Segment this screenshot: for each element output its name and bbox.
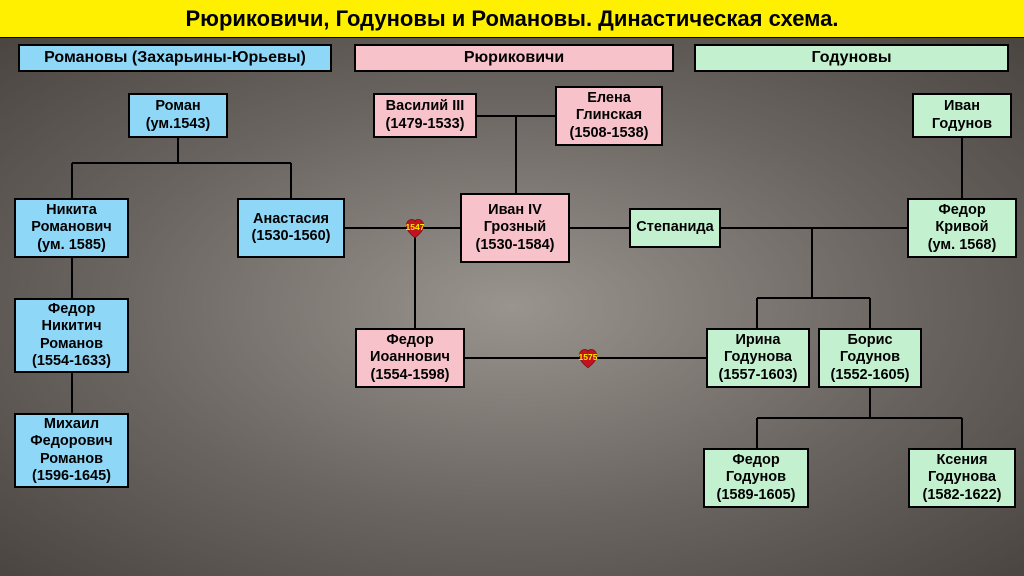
node-roman: Роман(ум.1543) (128, 93, 228, 138)
node-ksenia: КсенияГодунова(1582-1622) (908, 448, 1016, 508)
node-fedor-ioannovich: ФедорИоаннович(1554-1598) (355, 328, 465, 388)
header-godunov-label: Годуновы (811, 49, 891, 67)
node-elena-label: ЕленаГлинская(1508-1538) (570, 90, 649, 141)
node-boris: БорисГодунов(1552-1605) (818, 328, 922, 388)
header-romanov-label: Романовы (Захарьины-Юрьевы) (44, 49, 306, 67)
node-nikita: НикитаРоманович(ум. 1585) (14, 198, 129, 258)
heart-1575-label: 1575 (579, 352, 598, 362)
header-rurik: Рюриковичи (354, 44, 674, 72)
node-fedor-godunov: ФедорГодунов(1589-1605) (703, 448, 809, 508)
node-roman-label: Роман(ум.1543) (146, 98, 211, 132)
header-romanov: Романовы (Захарьины-Юрьевы) (18, 44, 332, 72)
header-godunov: Годуновы (694, 44, 1009, 72)
node-nikita-label: НикитаРоманович(ум. 1585) (31, 202, 111, 253)
node-ivan4: Иван IVГрозный(1530-1584) (460, 193, 570, 263)
node-mikhail-label: МихаилФедоровичРоманов(1596-1645) (30, 416, 112, 484)
node-anastasia: Анастасия(1530-1560) (237, 198, 345, 258)
node-anastasia-label: Анастасия(1530-1560) (252, 211, 331, 245)
node-fedor-godunov-label: ФедорГодунов(1589-1605) (717, 452, 796, 503)
node-vasily3: Василий III(1479-1533) (373, 93, 477, 138)
node-vasily3-label: Василий III(1479-1533) (386, 98, 465, 132)
node-fedor-nikitich: ФедорНикитичРоманов(1554-1633) (14, 298, 129, 373)
node-ksenia-label: КсенияГодунова(1582-1622) (923, 452, 1002, 503)
node-fedor-nikitich-label: ФедорНикитичРоманов(1554-1633) (32, 301, 111, 369)
node-fedor-krivoy: ФедорКривой(ум. 1568) (907, 198, 1017, 258)
node-stepanida-label: Степанида (636, 219, 713, 236)
node-irina-label: ИринаГодунова(1557-1603) (719, 332, 798, 383)
node-ivan-godunov: ИванГодунов (912, 93, 1012, 138)
node-fedor-krivoy-label: ФедорКривой(ум. 1568) (928, 202, 997, 253)
node-mikhail: МихаилФедоровичРоманов(1596-1645) (14, 413, 129, 488)
node-boris-label: БорисГодунов(1552-1605) (831, 332, 910, 383)
node-ivan4-label: Иван IVГрозный(1530-1584) (476, 202, 555, 253)
node-elena: ЕленаГлинская(1508-1538) (555, 86, 663, 146)
heart-1547-label: 1547 (406, 222, 425, 232)
heart-1575: 1575 (575, 345, 601, 371)
node-ivan-godunov-label: ИванГодунов (932, 98, 992, 132)
title-bar: Рюриковичи, Годуновы и Романовы. Династи… (0, 0, 1024, 38)
page-title: Рюриковичи, Годуновы и Романовы. Династи… (185, 6, 838, 32)
heart-1547: 1547 (402, 215, 428, 241)
node-irina: ИринаГодунова(1557-1603) (706, 328, 810, 388)
header-rurik-label: Рюриковичи (464, 49, 564, 67)
node-stepanida: Степанида (629, 208, 721, 248)
node-fedor-ioannovich-label: ФедорИоаннович(1554-1598) (370, 332, 450, 383)
diagram-canvas: Романовы (Захарьины-Юрьевы) Рюриковичи Г… (0, 38, 1024, 576)
